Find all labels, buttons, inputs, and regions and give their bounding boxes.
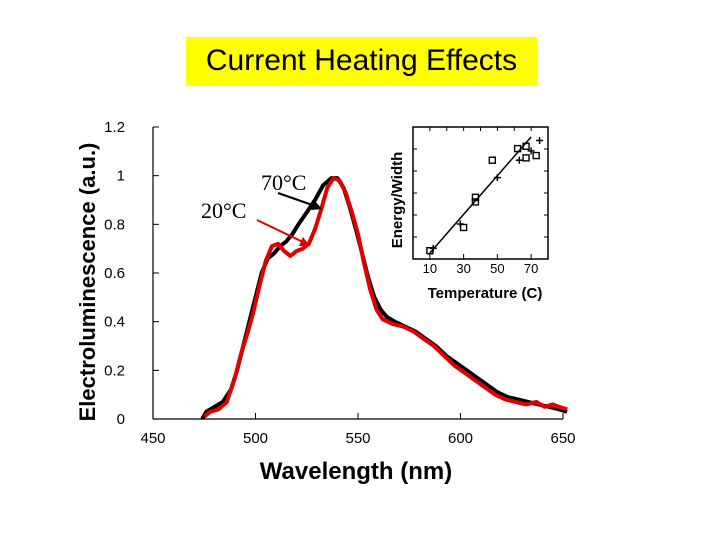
chart-title: Current Heating Effects — [186, 37, 537, 85]
main-series — [200, 176, 568, 420]
main-y-tick-label: 0 — [117, 411, 125, 428]
inset-fit-line — [429, 136, 532, 254]
main-x-axis-label: Wavelength (nm) — [260, 458, 452, 485]
main-x-ticks: 450 500 550 600 650 — [140, 413, 576, 447]
inset-point-plus — [536, 136, 544, 144]
annotation-70c-arrowhead — [311, 201, 322, 210]
inset-point-square — [513, 144, 522, 153]
inset-point-plus — [456, 220, 464, 228]
main-x-tick-label: 550 — [345, 430, 370, 447]
inset-point-square — [522, 142, 530, 150]
inset-point-square — [488, 156, 497, 164]
series-line-20C — [203, 176, 568, 419]
main-x-tick-label: 450 — [140, 430, 165, 447]
main-y-axis-label: Electroluminescence (a.u.) — [75, 143, 100, 422]
inset-content — [426, 136, 544, 255]
inset-point-plus — [429, 244, 437, 252]
inset-x-tick-label: 30 — [456, 261, 470, 276]
inset-point-square — [471, 198, 480, 206]
main-y-tick-label: 1.2 — [104, 119, 125, 136]
inset-x-axis-label: Temperature (C) — [428, 285, 543, 302]
inset-point-square — [522, 154, 530, 162]
inset-x-ticks: 10 30 50 70 — [412, 127, 549, 276]
main-y-tick-label: 0.8 — [104, 216, 125, 233]
annotation-20c-arrowhead — [299, 237, 310, 246]
main-y-tick-label: 0.2 — [104, 362, 125, 379]
inset-y-axis-label: Energy/Width — [389, 152, 406, 249]
main-y-ticks: 0 0.2 0.4 0.6 0.8 1 1.2 — [104, 119, 159, 428]
annotation-20c: 20°C — [201, 198, 246, 223]
main-y-tick-label: 1 — [117, 168, 125, 185]
inset-point-square — [471, 193, 480, 202]
inset-x-tick-label: 70 — [524, 261, 538, 276]
main-y-tick-label: 0.4 — [104, 314, 125, 331]
annotation-70c: 70°C — [261, 170, 306, 195]
annotation-20c-arrow — [256, 219, 306, 244]
inset-point-plus — [493, 174, 501, 182]
inset-x-tick-label: 50 — [490, 261, 504, 276]
main-x-tick-label: 500 — [243, 430, 268, 447]
main-x-tick-label: 650 — [550, 430, 575, 447]
main-x-tick-label: 600 — [448, 430, 473, 447]
inset-point-plus — [527, 147, 535, 155]
annotation-70c-arrow — [277, 192, 319, 208]
inset-box — [412, 126, 549, 260]
main-y-tick-label: 0.6 — [104, 265, 125, 282]
inset-x-tick-label: 10 — [423, 261, 437, 276]
inset-point-plus — [515, 156, 523, 164]
inset-point-square — [532, 151, 540, 160]
